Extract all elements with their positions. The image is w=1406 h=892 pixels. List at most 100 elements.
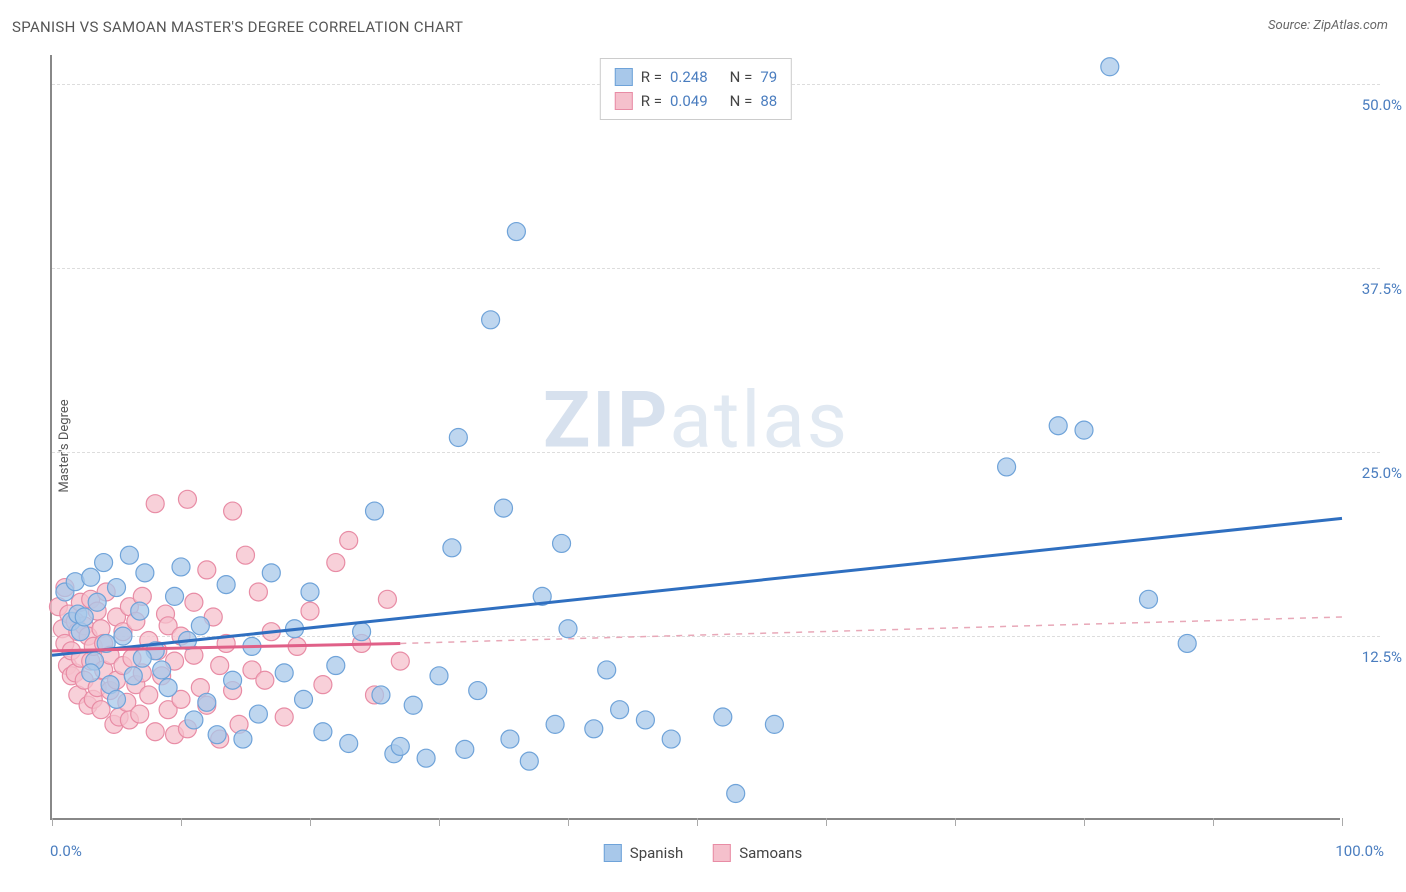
trend-line [52,518,1342,655]
data-point [249,705,267,723]
data-point [191,617,209,635]
data-point [1101,58,1119,76]
data-point [140,686,158,704]
data-point [546,715,564,733]
data-point [262,564,280,582]
data-point [88,593,106,611]
data-point [185,711,203,729]
data-point [172,558,190,576]
trend-line-extension [400,617,1342,643]
data-point [1075,421,1093,439]
data-point [108,690,126,708]
data-point [372,686,390,704]
data-point [131,705,149,723]
data-point [108,579,126,597]
data-point [327,554,345,572]
data-point [82,568,100,586]
stat-r-label: R = [641,65,662,89]
stat-n-value: 79 [760,65,777,89]
data-point [249,583,267,601]
data-point [585,720,603,738]
data-point [553,534,571,552]
data-point [114,627,132,645]
stat-r-value: 0.049 [670,89,708,113]
data-point [133,649,151,667]
data-point [237,546,255,564]
x-tick [52,818,53,826]
data-point [166,587,184,605]
legend-swatch [615,68,633,86]
data-point [178,490,196,508]
data-point [378,590,396,608]
x-axis-min-label: 0.0% [50,842,82,860]
data-point [417,749,435,767]
data-point [469,682,487,700]
y-tick-label: 50.0% [1362,96,1402,114]
legend-label: Samoans [739,844,802,862]
chart-title: SPANISH VS SAMOAN MASTER'S DEGREE CORREL… [12,18,463,36]
data-point [146,723,164,741]
data-point [998,458,1016,476]
data-point [198,693,216,711]
data-point [224,671,242,689]
data-point [75,608,93,626]
data-point [124,667,142,685]
legend-swatch [713,844,731,862]
data-point [131,602,149,620]
data-point [1049,417,1067,435]
data-point [217,576,235,594]
data-point [449,429,467,447]
data-point [275,708,293,726]
data-point [234,730,252,748]
data-point [295,690,313,708]
data-point [159,679,177,697]
data-point [314,676,332,694]
data-point [765,715,783,733]
data-point [507,223,525,241]
data-point [456,740,474,758]
data-point [636,711,654,729]
data-point [495,499,513,517]
data-point [662,730,680,748]
data-point [1140,590,1158,608]
data-point [611,701,629,719]
data-point [520,752,538,770]
x-tick [955,818,956,826]
plot-area: ZIPatlas R = 0.248N = 79R = 0.049N = 88 … [50,55,1340,820]
data-point [314,723,332,741]
data-point [198,561,216,579]
stat-r-value: 0.248 [670,65,708,89]
data-point [559,620,577,638]
data-point [92,701,110,719]
data-point [301,602,319,620]
data-point [185,593,203,611]
data-point [366,502,384,520]
data-point [598,661,616,679]
data-point [95,554,113,572]
data-point [208,726,226,744]
data-point [727,785,745,803]
data-point [501,730,519,748]
x-tick [1342,818,1343,826]
data-point [391,652,409,670]
y-tick-label: 12.5% [1362,648,1402,666]
stat-r-label: R = [641,89,662,113]
legend-bottom: SpanishSamoans [604,844,802,862]
stat-n-label: N = [730,65,753,89]
data-point [482,311,500,329]
data-point [256,671,274,689]
data-point [224,502,242,520]
data-point [340,531,358,549]
legend-stats-box: R = 0.248N = 79R = 0.049N = 88 [600,58,792,120]
x-tick [1084,818,1085,826]
data-point [353,623,371,641]
correlation-chart: SPANISH VS SAMOAN MASTER'S DEGREE CORREL… [0,0,1406,892]
data-point [301,583,319,601]
data-point [327,657,345,675]
data-point [153,661,171,679]
data-point [211,657,229,675]
stat-n-value: 88 [760,89,777,113]
data-point [404,696,422,714]
legend-item: Samoans [713,844,802,862]
data-point [120,546,138,564]
